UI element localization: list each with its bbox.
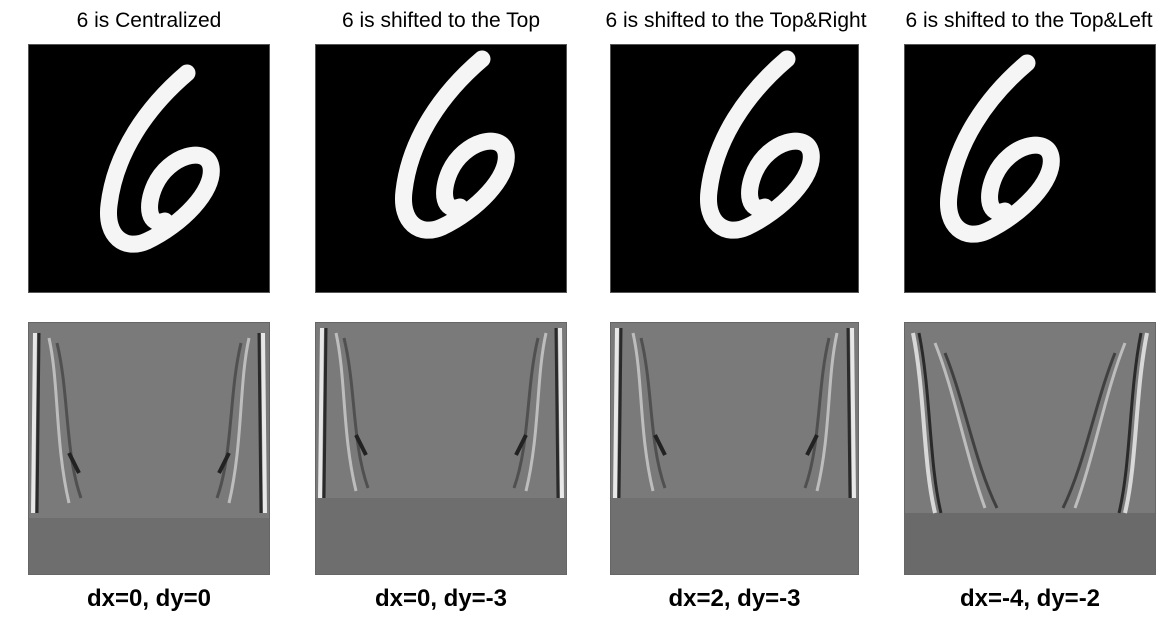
feature-map-1 [28, 322, 270, 575]
shift-caption-3: dx=2, dy=-3 [668, 585, 801, 612]
feature-map-pattern-1 [29, 332, 269, 574]
digit-six-glyph-1 [100, 64, 220, 253]
feature-map-pattern-2 [316, 327, 566, 574]
panel-title-2: 6 is shifted to the Top [341, 9, 541, 32]
feature-map-4 [904, 322, 1156, 575]
panel-title-1: 6 is Centralized [76, 9, 222, 32]
digit-image-2 [315, 44, 567, 293]
panel-title-3: 6 is shifted to the Top&Right [605, 9, 867, 32]
feature-map-2 [315, 322, 567, 575]
shift-caption-4: dx=-4, dy=-2 [959, 585, 1101, 612]
panel-title-4: 6 is shifted to the Top&Left [905, 9, 1153, 32]
shift-caption-1: dx=0, dy=0 [86, 585, 212, 612]
feature-map-pattern-4 [905, 332, 1155, 574]
digit-six-glyph-4 [940, 54, 1060, 243]
feature-map-pattern-3 [611, 327, 858, 574]
feature-map-3 [610, 322, 859, 575]
digit-image-3 [610, 44, 859, 293]
digit-image-1 [28, 44, 270, 293]
shift-caption-2: dx=0, dy=-3 [374, 585, 508, 612]
digit-six-glyph-3 [700, 50, 820, 239]
digit-image-4 [904, 44, 1156, 293]
digit-six-glyph-2 [395, 50, 515, 239]
